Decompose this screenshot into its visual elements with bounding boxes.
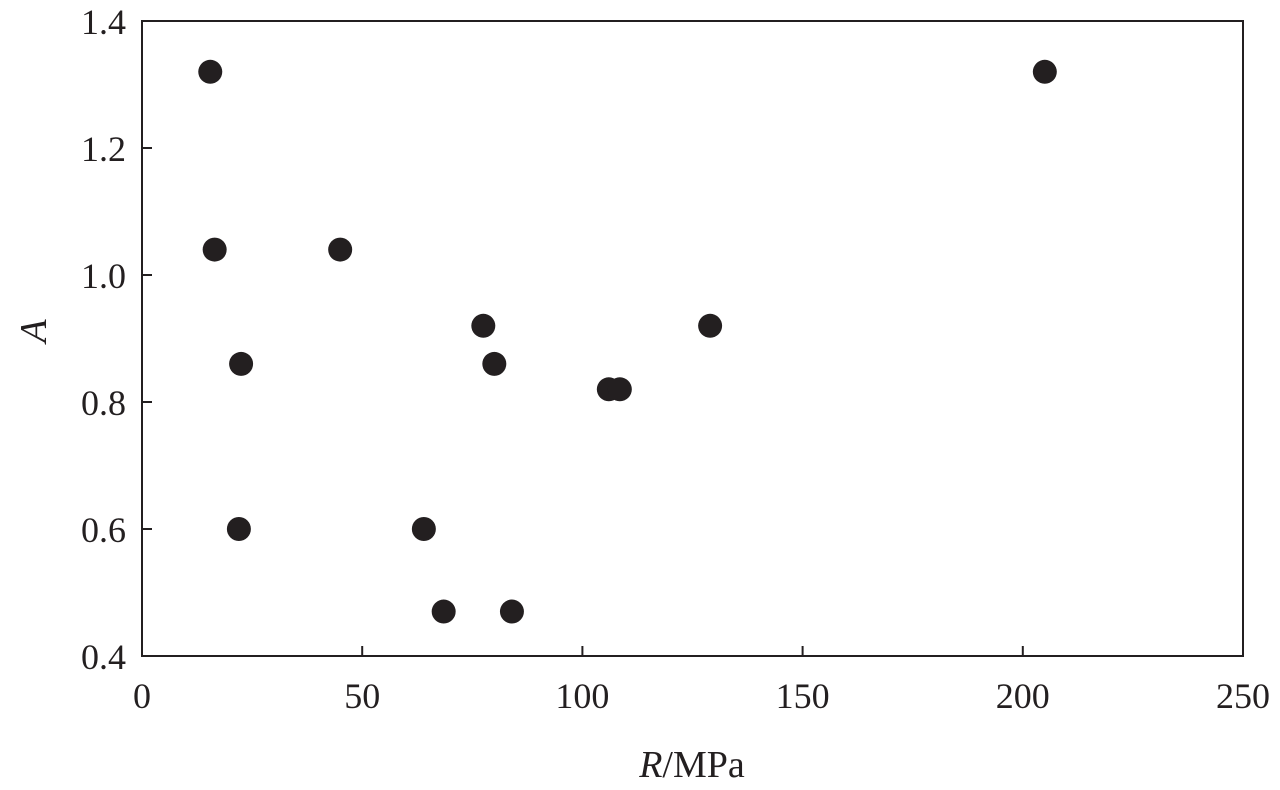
x-tick-label: 150 <box>776 676 830 716</box>
data-point <box>198 59 223 84</box>
y-axis-ticks: 0.4 0.6 0.8 1.0 1.2 1.4 <box>81 2 152 677</box>
data-point <box>482 351 507 376</box>
data-point <box>229 351 254 376</box>
x-axis-label: R/MPa <box>638 744 745 786</box>
data-point <box>226 517 251 541</box>
x-tick-label: 100 <box>555 676 609 716</box>
x-tick-label: 0 <box>133 676 151 716</box>
y-tick-label: 1.0 <box>81 256 126 296</box>
x-tick-label: 250 <box>1216 676 1270 716</box>
y-tick-label: 1.2 <box>81 129 126 169</box>
data-point <box>328 237 353 262</box>
data-point <box>411 517 436 541</box>
data-point <box>698 313 723 338</box>
data-points <box>198 59 1057 624</box>
plot-frame <box>141 20 1244 657</box>
data-point <box>1032 59 1057 84</box>
data-point <box>499 599 524 624</box>
x-tick-label: 50 <box>344 676 380 716</box>
y-tick-label: 0.8 <box>81 383 126 423</box>
y-tick-label: 0.6 <box>81 510 126 550</box>
data-point <box>471 313 496 338</box>
y-axis-label: A <box>13 319 55 346</box>
x-tick-label: 200 <box>996 676 1050 716</box>
data-point <box>202 237 227 262</box>
data-point <box>607 377 632 402</box>
y-tick-label: 1.4 <box>81 2 126 42</box>
x-axis-variable: R <box>638 744 662 786</box>
x-axis-unit: /MPa <box>662 744 744 786</box>
data-point <box>431 599 456 624</box>
y-tick-label: 0.4 <box>81 637 126 677</box>
x-axis-ticks: 0 50 100 150 200 250 <box>133 646 1270 716</box>
